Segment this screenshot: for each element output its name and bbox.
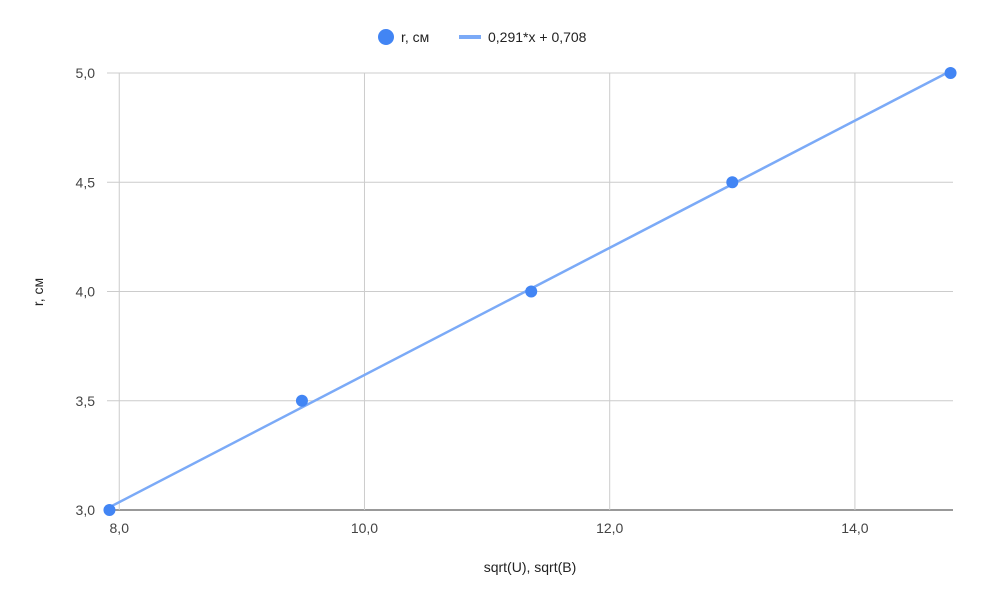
x-axis-title: sqrt(U), sqrt(B)	[484, 559, 577, 575]
y-tick-label: 4,0	[76, 284, 96, 300]
legend-point-marker	[378, 29, 394, 45]
y-tick-label: 5,0	[76, 65, 96, 81]
y-tick-label: 4,5	[76, 174, 96, 190]
series-layer	[103, 67, 957, 516]
data-point[interactable]	[525, 285, 538, 298]
data-point[interactable]	[944, 67, 957, 79]
x-tick-label: 12,0	[596, 520, 623, 536]
legend[interactable]: r, см 0,291*x + 0,708	[378, 29, 587, 45]
tick-labels: 3,0 3,5 4,0 4,5 5,0 8,0 10,0 12,0 14,0	[76, 65, 869, 536]
legend-item-trendline[interactable]: 0,291*x + 0,708	[459, 29, 587, 45]
y-tick-label: 3,5	[76, 393, 96, 409]
data-point[interactable]	[295, 394, 308, 407]
data-point[interactable]	[103, 504, 116, 516]
legend-point-label: r, см	[401, 29, 429, 45]
legend-line-label: 0,291*x + 0,708	[488, 29, 587, 45]
data-point[interactable]	[726, 176, 739, 189]
y-tick-label: 3,0	[76, 502, 96, 518]
x-tick-label: 8,0	[110, 520, 130, 536]
y-axis-title: r, см	[30, 278, 46, 306]
x-tick-label: 14,0	[841, 520, 868, 536]
x-tick-label: 10,0	[351, 520, 378, 536]
legend-item-points[interactable]: r, см	[378, 29, 429, 45]
